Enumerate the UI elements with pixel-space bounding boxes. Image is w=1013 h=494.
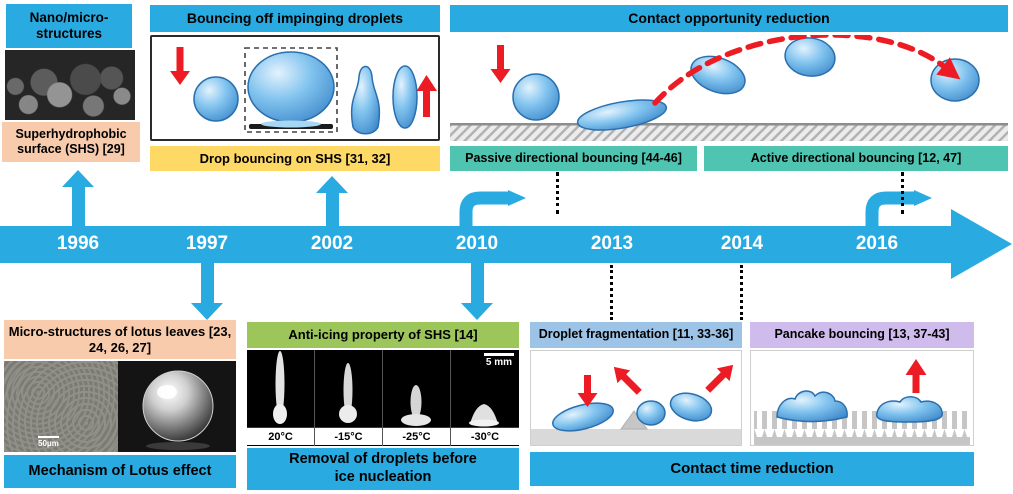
pancake-droplet-rebound — [875, 396, 943, 423]
flying-droplet — [784, 37, 836, 77]
ground-surface — [450, 125, 1008, 141]
droplet-fragment — [669, 392, 713, 422]
timeline-year-1997: 1997 — [185, 233, 229, 254]
dotted-link-2013 — [610, 265, 613, 320]
ice-frame-4: -30°C — [451, 350, 519, 446]
contact-time-caption: Contact time reduction — [530, 452, 974, 486]
pillar-base — [754, 437, 970, 445]
nano-sem-image — [5, 50, 135, 120]
bouncing-panel — [150, 35, 440, 141]
launched-droplet — [690, 55, 746, 95]
connector-arrow-elbow-2016 — [865, 190, 932, 228]
arrow-head-icon — [191, 303, 223, 320]
dashed-frame — [244, 47, 338, 133]
fragmentation-title: Droplet fragmentation [11, 33-36] — [530, 322, 742, 348]
rebound-arrow-icon — [905, 359, 927, 393]
active-bouncing-caption: Active directional bouncing [12, 47] — [704, 146, 1008, 171]
ice-scale-bar: 5 mm — [483, 353, 514, 368]
retracting-droplet — [350, 65, 381, 135]
anti-icing-title: Anti-icing property of SHS [14] — [247, 322, 519, 348]
connector-arrow-down-1997 — [191, 263, 223, 320]
droplet-streak-image — [339, 363, 357, 423]
ice-frame-3: -25°C — [383, 350, 451, 446]
connector-arrow-up-2002 — [316, 176, 348, 226]
fragment-arrow-right-icon — [705, 364, 734, 393]
lotus-droplet-image — [118, 361, 236, 452]
sliding-droplet — [576, 99, 668, 131]
pancake-panel — [750, 350, 974, 446]
lotus-title: Micro-structures of lotus leaves [23, 24… — [4, 320, 236, 359]
arrow-shaft — [200, 263, 214, 303]
arrow-head-icon — [461, 303, 493, 320]
anti-icing-panel: 5 mm 20°C -15°C -25°C — [247, 350, 519, 446]
shs-caption: Superhydrophobic surface (SHS) [29] — [2, 122, 140, 162]
ice-frame-1: 20°C — [247, 350, 315, 446]
impact-arrow-icon — [577, 375, 598, 407]
anti-icing-caption: Removal of droplets before ice nucleatio… — [247, 448, 519, 490]
directional-bouncing-panel — [450, 32, 1008, 141]
droplet-streak-image — [273, 351, 287, 424]
spherical-droplet — [193, 76, 239, 122]
timeline-year-2013: 2013 — [590, 233, 634, 254]
arrow-shaft — [325, 193, 339, 226]
drop-bouncing-caption: Drop bouncing on SHS [31, 32] — [150, 146, 440, 171]
dotted-link-passive — [556, 172, 559, 214]
dotted-link-2014 — [740, 265, 743, 320]
directional-bouncing-illustration — [450, 32, 1008, 141]
ice-temp-label: 20°C — [247, 427, 314, 445]
ice-frame-2: -15°C — [315, 350, 383, 446]
fragmentation-illustration — [531, 364, 741, 445]
arrow-shaft — [470, 263, 484, 303]
ice-temp-label: -25°C — [383, 427, 450, 445]
lotus-caption: Mechanism of Lotus effect — [4, 455, 236, 488]
connector-arrow-up-1996 — [62, 170, 94, 226]
bouncing-sequence-illustration — [170, 47, 437, 135]
arrow-head-icon — [316, 176, 348, 193]
arrow-head-icon — [62, 170, 94, 187]
droplet-streak-image — [401, 385, 431, 426]
trajectory-arrowhead-icon — [936, 57, 961, 80]
impact-arrow-icon — [490, 45, 511, 83]
rebound-arrow-icon — [416, 75, 437, 117]
arrow-shaft — [71, 187, 85, 226]
nano-structures-title: Nano/micro-structures — [6, 4, 132, 48]
fragment-arrow-left-icon — [613, 366, 642, 395]
ground-surface — [531, 429, 741, 445]
connector-arrow-elbow-2010 — [459, 190, 526, 228]
dotted-link-active — [901, 172, 904, 214]
pancake-bouncing-illustration — [754, 359, 970, 445]
droplet-shard — [552, 402, 614, 432]
rebounding-droplet — [392, 65, 418, 129]
bouncing-title: Bouncing off impinging droplets — [150, 5, 440, 32]
timeline-year-2002: 2002 — [310, 233, 354, 254]
fragmentation-panel — [530, 350, 742, 446]
timeline-year-1996: 1996 — [56, 233, 100, 254]
timeline-year-2014: 2014 — [720, 233, 764, 254]
connector-arrow-down-2010 — [461, 263, 493, 320]
lotus-scale-bar: 50μm — [38, 436, 59, 448]
contact-opportunity-title: Contact opportunity reduction — [450, 5, 1008, 32]
timeline-year-2010: 2010 — [455, 233, 499, 254]
passive-bouncing-caption: Passive directional bouncing [44-46] — [450, 146, 697, 171]
timeline-bar — [0, 226, 952, 263]
impact-arrow-icon — [170, 47, 190, 85]
pancake-title: Pancake bouncing [13, 37-43] — [750, 322, 974, 348]
timeline-year-2016: 2016 — [855, 233, 899, 254]
frozen-droplet-image — [469, 404, 499, 427]
ice-temp-label: -30°C — [451, 427, 519, 445]
lotus-images: 50μm — [4, 361, 236, 452]
droplet-fragment — [636, 400, 666, 426]
ice-temp-label: -15°C — [315, 427, 382, 445]
spreading-droplet — [247, 51, 335, 123]
timeline-arrowhead-icon — [951, 209, 1012, 279]
impinging-droplet — [512, 73, 560, 121]
lotus-sem-image: 50μm — [4, 361, 118, 452]
pancake-droplet-impact — [776, 390, 848, 423]
trajectory-arrow-icon — [652, 32, 949, 106]
